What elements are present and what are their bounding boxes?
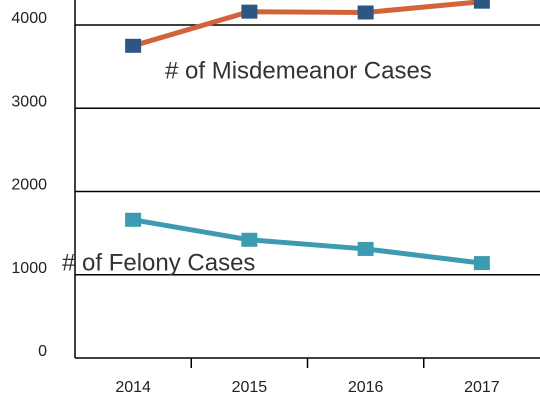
x-tick-label: 2017: [464, 379, 500, 396]
marker: [125, 212, 142, 227]
marker: [473, 0, 490, 9]
y-tick-label: 0: [38, 343, 47, 360]
series-label: # of Misdemeanor Cases: [165, 57, 432, 84]
marker: [241, 232, 258, 247]
series-line: [132, 0, 483, 49]
y-tick-label: 2000: [11, 177, 47, 194]
marker: [125, 38, 142, 53]
marker: [357, 241, 374, 256]
x-tick-label: 2015: [232, 379, 268, 396]
y-tick-label: 1000: [11, 260, 47, 277]
x-tick-label: 2016: [348, 379, 384, 396]
series-line: [132, 217, 483, 266]
y-tick-label: 4000: [11, 10, 47, 27]
y-tick-label: 3000: [11, 93, 47, 110]
marker: [241, 4, 258, 19]
marker: [357, 5, 374, 20]
series-label: # of Felony Cases: [62, 249, 255, 276]
marker: [473, 256, 490, 271]
x-tick-label: 2014: [115, 379, 151, 396]
